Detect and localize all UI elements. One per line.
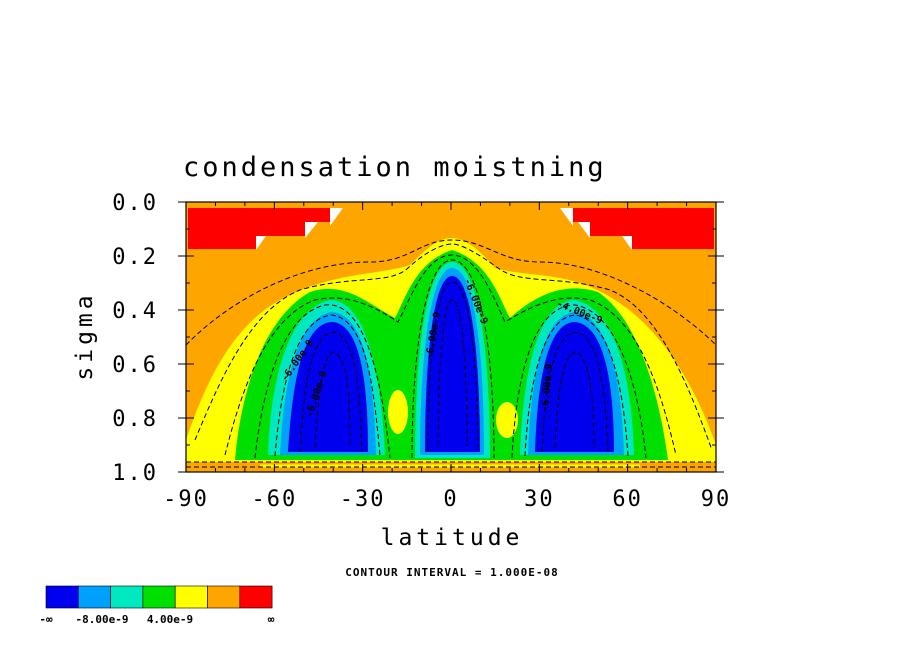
contour-interval-note: CONTOUR INTERVAL = 1.000E-08: [345, 566, 558, 579]
y-tick-labels: 0.0 0.2 0.4 0.6 0.8 1.0: [112, 191, 158, 486]
colorbar-label: ∞: [268, 613, 275, 626]
x-axis-label: latitude: [381, 525, 524, 551]
contour-line: [524, 314, 629, 457]
contour-line: [224, 254, 677, 456]
contour-line: [274, 314, 381, 457]
yellow-hole-left: [388, 390, 408, 434]
colorbar: [45, 585, 273, 609]
x-tick-label: 60: [612, 487, 643, 512]
colorbar-swatch: [174, 585, 208, 609]
axis-ticks: [178, 201, 724, 473]
x-tick-label: -60: [251, 487, 297, 512]
contour-line: [541, 331, 609, 453]
contour-line: [411, 259, 495, 459]
notch-right: [560, 208, 573, 226]
colorbar-label: -8.00e-9: [76, 613, 129, 626]
contour-line: [554, 351, 595, 449]
notch-left-3: [256, 236, 266, 250]
y-tick-label: 1.0: [112, 461, 158, 486]
colorbar-swatch: [45, 585, 79, 609]
colorbar-label: -∞: [39, 613, 53, 626]
y-tick-label: 0.6: [112, 353, 158, 378]
contour-line: [511, 304, 647, 459]
contour-line: [314, 351, 351, 449]
x-tick-label: -90: [163, 487, 209, 512]
y-tick-label: 0.8: [112, 407, 158, 432]
x-tick-label: 90: [701, 487, 732, 512]
contour-label: -6.00e-9: [540, 363, 555, 412]
contour-line: [437, 299, 468, 447]
band-blue-north: [535, 322, 614, 452]
notch-right-2: [578, 222, 590, 238]
y-tick-label: 0.4: [112, 299, 158, 324]
colorbar-labels: -∞ -8.00e-9 4.00e-9 ∞: [39, 613, 274, 626]
contour-line: [186, 239, 716, 346]
band-blue-south: [288, 322, 368, 452]
contour-line: [299, 331, 363, 453]
y-axis-label: sigma: [72, 291, 98, 380]
x-tick-label: -30: [340, 487, 386, 512]
notch-right-3: [622, 236, 632, 250]
colorbar-swatch: [142, 585, 176, 609]
colorbar-label: 4.00e-9: [147, 613, 193, 626]
notch-left-2: [305, 222, 318, 238]
colorbar-swatch: [110, 585, 144, 609]
chart-title: condensation moistning: [183, 152, 607, 183]
y-tick-label: 0.0: [112, 191, 158, 216]
band-red-south: [188, 208, 330, 249]
colorbar-swatch: [239, 585, 273, 609]
notch-left: [330, 208, 343, 226]
y-tick-label: 0.2: [112, 245, 158, 270]
x-tick-label: 30: [524, 487, 555, 512]
yellow-hole-right: [496, 402, 518, 438]
x-tick-labels: -90 -60 -30 0 30 60 90: [163, 487, 732, 512]
colorbar-swatch: [207, 585, 241, 609]
contour-line: [427, 281, 479, 453]
band-red-north: [573, 208, 714, 249]
filled-contours: [186, 202, 716, 472]
contour-line: [254, 304, 391, 459]
contour-line: [194, 243, 713, 451]
x-tick-label: 0: [443, 487, 458, 512]
colorbar-swatch: [78, 585, 111, 609]
